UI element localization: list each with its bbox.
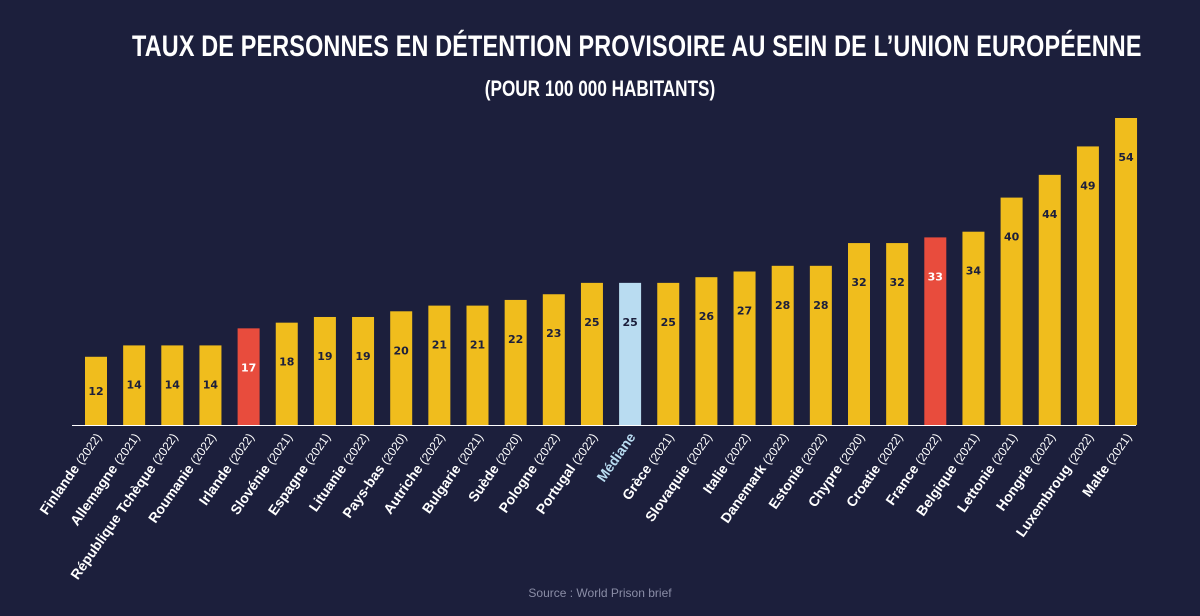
bar-bulgarie [466,305,489,425]
value-label-portugal: 25 [584,316,599,329]
value-label-bulgarie: 21 [470,339,485,352]
value-label-finlande: 12 [88,385,103,398]
value-label-roumanie: 14 [203,378,219,391]
value-label-estonie: 28 [813,299,828,312]
bar-belgique [962,231,985,425]
category-label-allemagne: Allemagne (2021) [67,430,143,529]
bar-roumanie [199,345,222,425]
bar-allemagne [123,345,146,425]
value-label-malte: 54 [1118,151,1134,164]
value-label-pologne: 23 [546,327,561,340]
bar-grece [657,282,680,425]
bar-italie [733,271,756,425]
chart-title: TAUX DE PERSONNES EN DÉTENTION PROVISOIR… [132,30,1142,63]
bar-republique-tcheque [161,345,184,425]
value-label-slovaquie: 26 [699,310,715,323]
bar-malte [1115,118,1138,425]
bar-france [924,237,947,425]
value-label-grece: 25 [661,316,676,329]
bar-lettonie [1000,197,1023,425]
source-note: Source : World Prison brief [528,586,672,600]
bar-espagne [313,316,336,425]
value-label-mediane: 25 [622,316,637,329]
bar-danemark [771,265,794,425]
bar-pologne [542,294,565,425]
bar-finlande [85,356,107,425]
value-label-france: 33 [928,270,943,283]
category-label-slovaquie: Slovaquie (2022) [642,430,715,525]
bar-suede [504,299,527,425]
value-label-allemagne: 14 [126,378,142,391]
value-label-lettonie: 40 [1004,231,1020,244]
category-label-danemark: Danemark (2022) [717,430,791,526]
value-label-hongrie: 44 [1042,208,1058,221]
value-label-danemark: 28 [775,299,790,312]
value-label-croatie: 32 [889,276,904,289]
value-label-republique-tcheque: 14 [165,378,181,391]
category-label-roumanie: Roumanie (2022) [145,430,219,526]
bar-chypre [848,243,870,425]
value-label-belgique: 34 [966,265,982,278]
value-label-italie: 27 [737,305,752,318]
value-label-pays-bas: 20 [394,344,410,357]
bar-croatie [886,243,909,425]
bar-hongrie [1038,174,1061,425]
value-label-autriche: 21 [432,339,447,352]
bar-irlande [237,328,260,425]
value-label-espagne: 19 [317,350,332,363]
bar-portugal [580,282,603,425]
chart-subtitle: (POUR 100 000 HABITANTS) [484,76,716,101]
bar-pays-bas [390,311,413,425]
value-label-irlande: 17 [241,361,256,374]
value-label-slovenie: 18 [279,356,294,369]
bar-slovaquie [695,277,718,425]
bar-mediane [619,282,642,425]
value-label-suede: 22 [508,333,523,346]
bar-luxembroug [1076,146,1099,426]
bar-autriche [428,305,451,425]
bar-lituanie [352,316,375,425]
value-label-luxembroug: 49 [1080,179,1095,192]
value-label-lituanie: 19 [355,350,370,363]
bar-estonie [809,265,832,425]
value-label-chypre: 32 [851,276,866,289]
bar-slovenie [275,322,298,425]
